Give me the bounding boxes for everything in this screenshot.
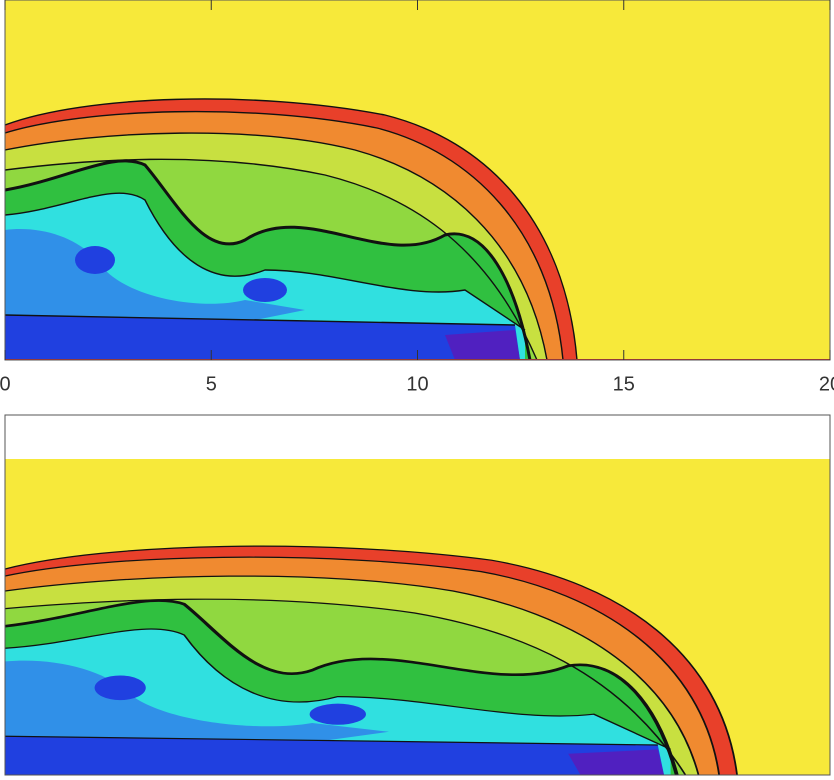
x-tick-label: 5 — [206, 373, 217, 395]
x-tick-label: 15 — [613, 373, 635, 395]
x-tick-label: 20 — [819, 373, 834, 395]
x-tick-label: 0 — [0, 373, 11, 395]
x-tick-label: 10 — [406, 373, 428, 395]
contour-panel-top — [5, 0, 830, 360]
panel-frame — [4, 414, 831, 776]
axes: 0 5 10 15 20 — [0, 0, 834, 395]
contour-panel-bottom — [5, 457, 830, 775]
